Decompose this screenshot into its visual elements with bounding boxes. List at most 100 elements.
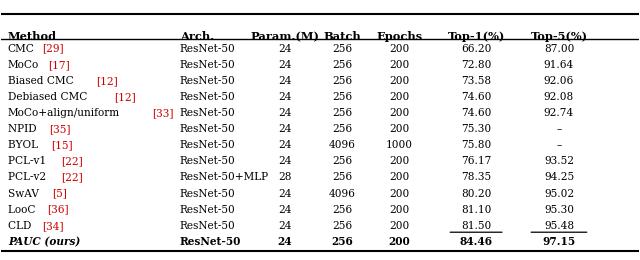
Text: PCL-v1: PCL-v1	[8, 156, 49, 166]
Text: ResNet-50: ResNet-50	[180, 221, 236, 231]
Text: [12]: [12]	[97, 76, 118, 86]
Text: 256: 256	[332, 76, 353, 86]
Text: 200: 200	[388, 236, 410, 247]
Text: 78.35: 78.35	[461, 172, 491, 183]
Text: [12]: [12]	[114, 92, 136, 102]
Text: ResNet-50: ResNet-50	[180, 140, 236, 150]
Text: 92.08: 92.08	[544, 92, 574, 102]
Text: 256: 256	[332, 108, 353, 118]
Text: 75.80: 75.80	[461, 140, 492, 150]
Text: ResNet-50: ResNet-50	[180, 188, 236, 199]
Text: ResNet-50: ResNet-50	[180, 205, 236, 215]
Text: Top-5(%): Top-5(%)	[531, 31, 588, 42]
Text: 94.25: 94.25	[544, 172, 574, 183]
Text: ResNet-50+MLP: ResNet-50+MLP	[180, 172, 269, 183]
Text: [33]: [33]	[152, 108, 173, 118]
Text: [22]: [22]	[61, 172, 83, 183]
Text: 24: 24	[278, 108, 292, 118]
Text: 200: 200	[390, 188, 410, 199]
Text: 256: 256	[332, 172, 353, 183]
Text: 24: 24	[278, 124, 292, 134]
Text: 24: 24	[278, 140, 292, 150]
Text: 24: 24	[278, 221, 292, 231]
Text: 81.50: 81.50	[461, 221, 492, 231]
Text: [36]: [36]	[47, 205, 69, 215]
Text: BYOL: BYOL	[8, 140, 41, 150]
Text: 28: 28	[278, 172, 292, 183]
Text: 200: 200	[390, 108, 410, 118]
Text: ResNet-50: ResNet-50	[180, 76, 236, 86]
Text: Param.(M): Param.(M)	[250, 31, 319, 42]
Text: Biased CMC: Biased CMC	[8, 76, 77, 86]
Text: 200: 200	[390, 60, 410, 70]
Text: 24: 24	[278, 92, 292, 102]
Text: 93.52: 93.52	[544, 156, 574, 166]
Text: 200: 200	[390, 205, 410, 215]
Text: –: –	[556, 140, 561, 150]
Text: Batch: Batch	[323, 31, 361, 42]
Text: ResNet-50: ResNet-50	[180, 92, 236, 102]
Text: 72.80: 72.80	[461, 60, 492, 70]
Text: 81.10: 81.10	[461, 205, 492, 215]
Text: 24: 24	[278, 156, 292, 166]
Text: 200: 200	[390, 76, 410, 86]
Text: [17]: [17]	[48, 60, 70, 70]
Text: 200: 200	[390, 92, 410, 102]
Text: LooC: LooC	[8, 205, 38, 215]
Text: [35]: [35]	[49, 124, 70, 134]
Text: 80.20: 80.20	[461, 188, 492, 199]
Text: 84.46: 84.46	[460, 236, 493, 247]
Text: [29]: [29]	[42, 44, 64, 54]
Text: Epochs: Epochs	[376, 31, 422, 42]
Text: ResNet-50: ResNet-50	[180, 124, 236, 134]
Text: 1000: 1000	[386, 140, 413, 150]
Text: MoCo+align/uniform: MoCo+align/uniform	[8, 108, 120, 118]
Text: 256: 256	[332, 236, 353, 247]
Text: 95.48: 95.48	[544, 221, 574, 231]
Text: 200: 200	[390, 221, 410, 231]
Text: 74.60: 74.60	[461, 108, 492, 118]
Text: 95.30: 95.30	[544, 205, 574, 215]
Text: 4096: 4096	[329, 140, 356, 150]
Text: 91.64: 91.64	[544, 60, 574, 70]
Text: ResNet-50: ResNet-50	[180, 108, 236, 118]
Text: 256: 256	[332, 60, 353, 70]
Text: [5]: [5]	[52, 188, 67, 199]
Text: 24: 24	[278, 205, 292, 215]
Text: CMC: CMC	[8, 44, 35, 54]
Text: 200: 200	[390, 172, 410, 183]
Text: 200: 200	[390, 124, 410, 134]
Text: CLD: CLD	[8, 221, 35, 231]
Text: 24: 24	[278, 60, 292, 70]
Text: –: –	[556, 124, 561, 134]
Text: Method: Method	[8, 31, 57, 42]
Text: [15]: [15]	[51, 140, 72, 150]
Text: 200: 200	[390, 44, 410, 54]
Text: 97.15: 97.15	[542, 236, 575, 247]
Text: Arch.: Arch.	[180, 31, 214, 42]
Text: 76.17: 76.17	[461, 156, 492, 166]
Text: 24: 24	[278, 76, 292, 86]
Text: 73.58: 73.58	[461, 76, 491, 86]
Text: ResNet-50: ResNet-50	[180, 236, 241, 247]
Text: [22]: [22]	[61, 156, 83, 166]
Text: 74.60: 74.60	[461, 92, 492, 102]
Text: PAUC (ours): PAUC (ours)	[8, 236, 80, 247]
Text: ResNet-50: ResNet-50	[180, 60, 236, 70]
Text: ResNet-50: ResNet-50	[180, 156, 236, 166]
Text: 256: 256	[332, 156, 353, 166]
Text: 24: 24	[278, 44, 292, 54]
Text: 256: 256	[332, 205, 353, 215]
Text: 92.74: 92.74	[544, 108, 574, 118]
Text: PCL-v2: PCL-v2	[8, 172, 49, 183]
Text: ResNet-50: ResNet-50	[180, 44, 236, 54]
Text: 24: 24	[278, 188, 292, 199]
Text: 256: 256	[332, 44, 353, 54]
Text: 75.30: 75.30	[461, 124, 491, 134]
Text: Debiased CMC: Debiased CMC	[8, 92, 90, 102]
Text: 92.06: 92.06	[544, 76, 574, 86]
Text: 200: 200	[390, 156, 410, 166]
Text: Top-1(%): Top-1(%)	[447, 31, 505, 42]
Text: 24: 24	[278, 236, 292, 247]
Text: 256: 256	[332, 92, 353, 102]
